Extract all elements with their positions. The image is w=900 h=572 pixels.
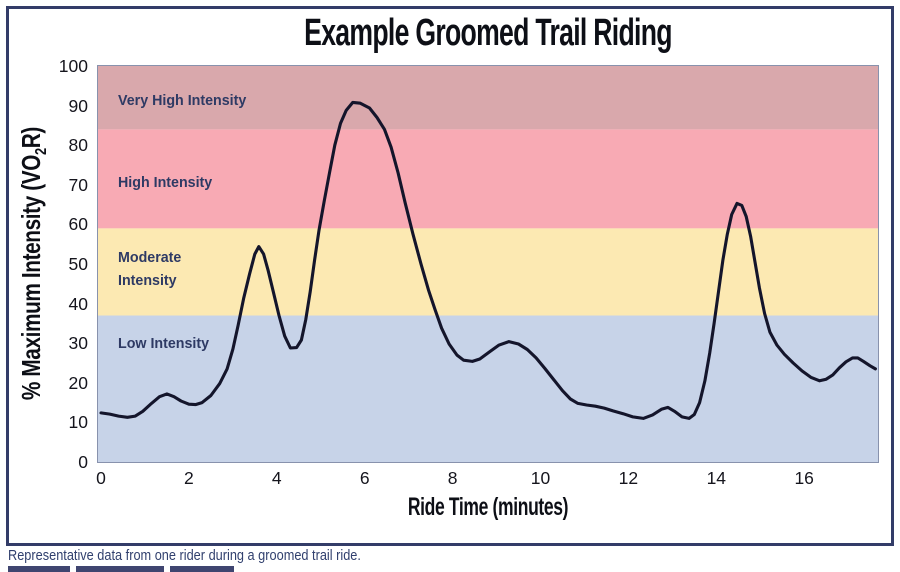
y-tick-label: 20: [68, 372, 88, 393]
cutoff-text-fragment: [76, 566, 164, 572]
y-tick-label: 30: [68, 333, 88, 354]
plot-svg: [98, 66, 878, 462]
x-tick-label: 14: [706, 468, 727, 488]
x-axis-title: Ride Time (minutes): [407, 493, 569, 521]
zone-band-moderate: [98, 228, 878, 316]
x-tick-label: 16: [794, 468, 814, 488]
x-tick-label: 10: [530, 468, 551, 488]
zone-band-very-high: [98, 66, 878, 130]
x-tick-label: 6: [359, 468, 370, 488]
y-tick-label: 60: [68, 214, 88, 235]
zone-band-high: [98, 129, 878, 229]
x-tick-label: 4: [271, 468, 282, 488]
intensity-curve: [99, 100, 877, 420]
chart-title: Example Groomed Trail Riding: [304, 12, 672, 54]
y-tick-label: 0: [78, 452, 88, 472]
x-tick-label: 12: [618, 468, 639, 488]
y-tick-labels: 0 10 20 30 40 50 60 70 80 90 100: [0, 56, 88, 472]
figure-caption: Representative data from one rider durin…: [8, 547, 361, 564]
cutoff-text-fragment: [170, 566, 234, 572]
y-tick-label: 40: [68, 293, 88, 314]
x-tick-label: 0: [96, 468, 106, 488]
x-tick-labels: 0 2 4 6 8 10 12 14 16: [96, 468, 878, 492]
y-tick-label: 90: [68, 95, 88, 116]
y-tick-label: 10: [68, 412, 88, 433]
plot-area: Very High Intensity High Intensity Moderat…: [97, 65, 879, 463]
cutoff-text-fragment: [8, 566, 70, 572]
zone-band-low: [98, 315, 878, 462]
x-tick-label: 8: [447, 468, 458, 488]
y-tick-label: 50: [68, 254, 88, 274]
y-tick-label: 80: [68, 135, 88, 156]
x-tick-label: 2: [184, 468, 194, 488]
y-tick-label: 70: [68, 174, 88, 195]
y-tick-label: 100: [58, 56, 88, 76]
